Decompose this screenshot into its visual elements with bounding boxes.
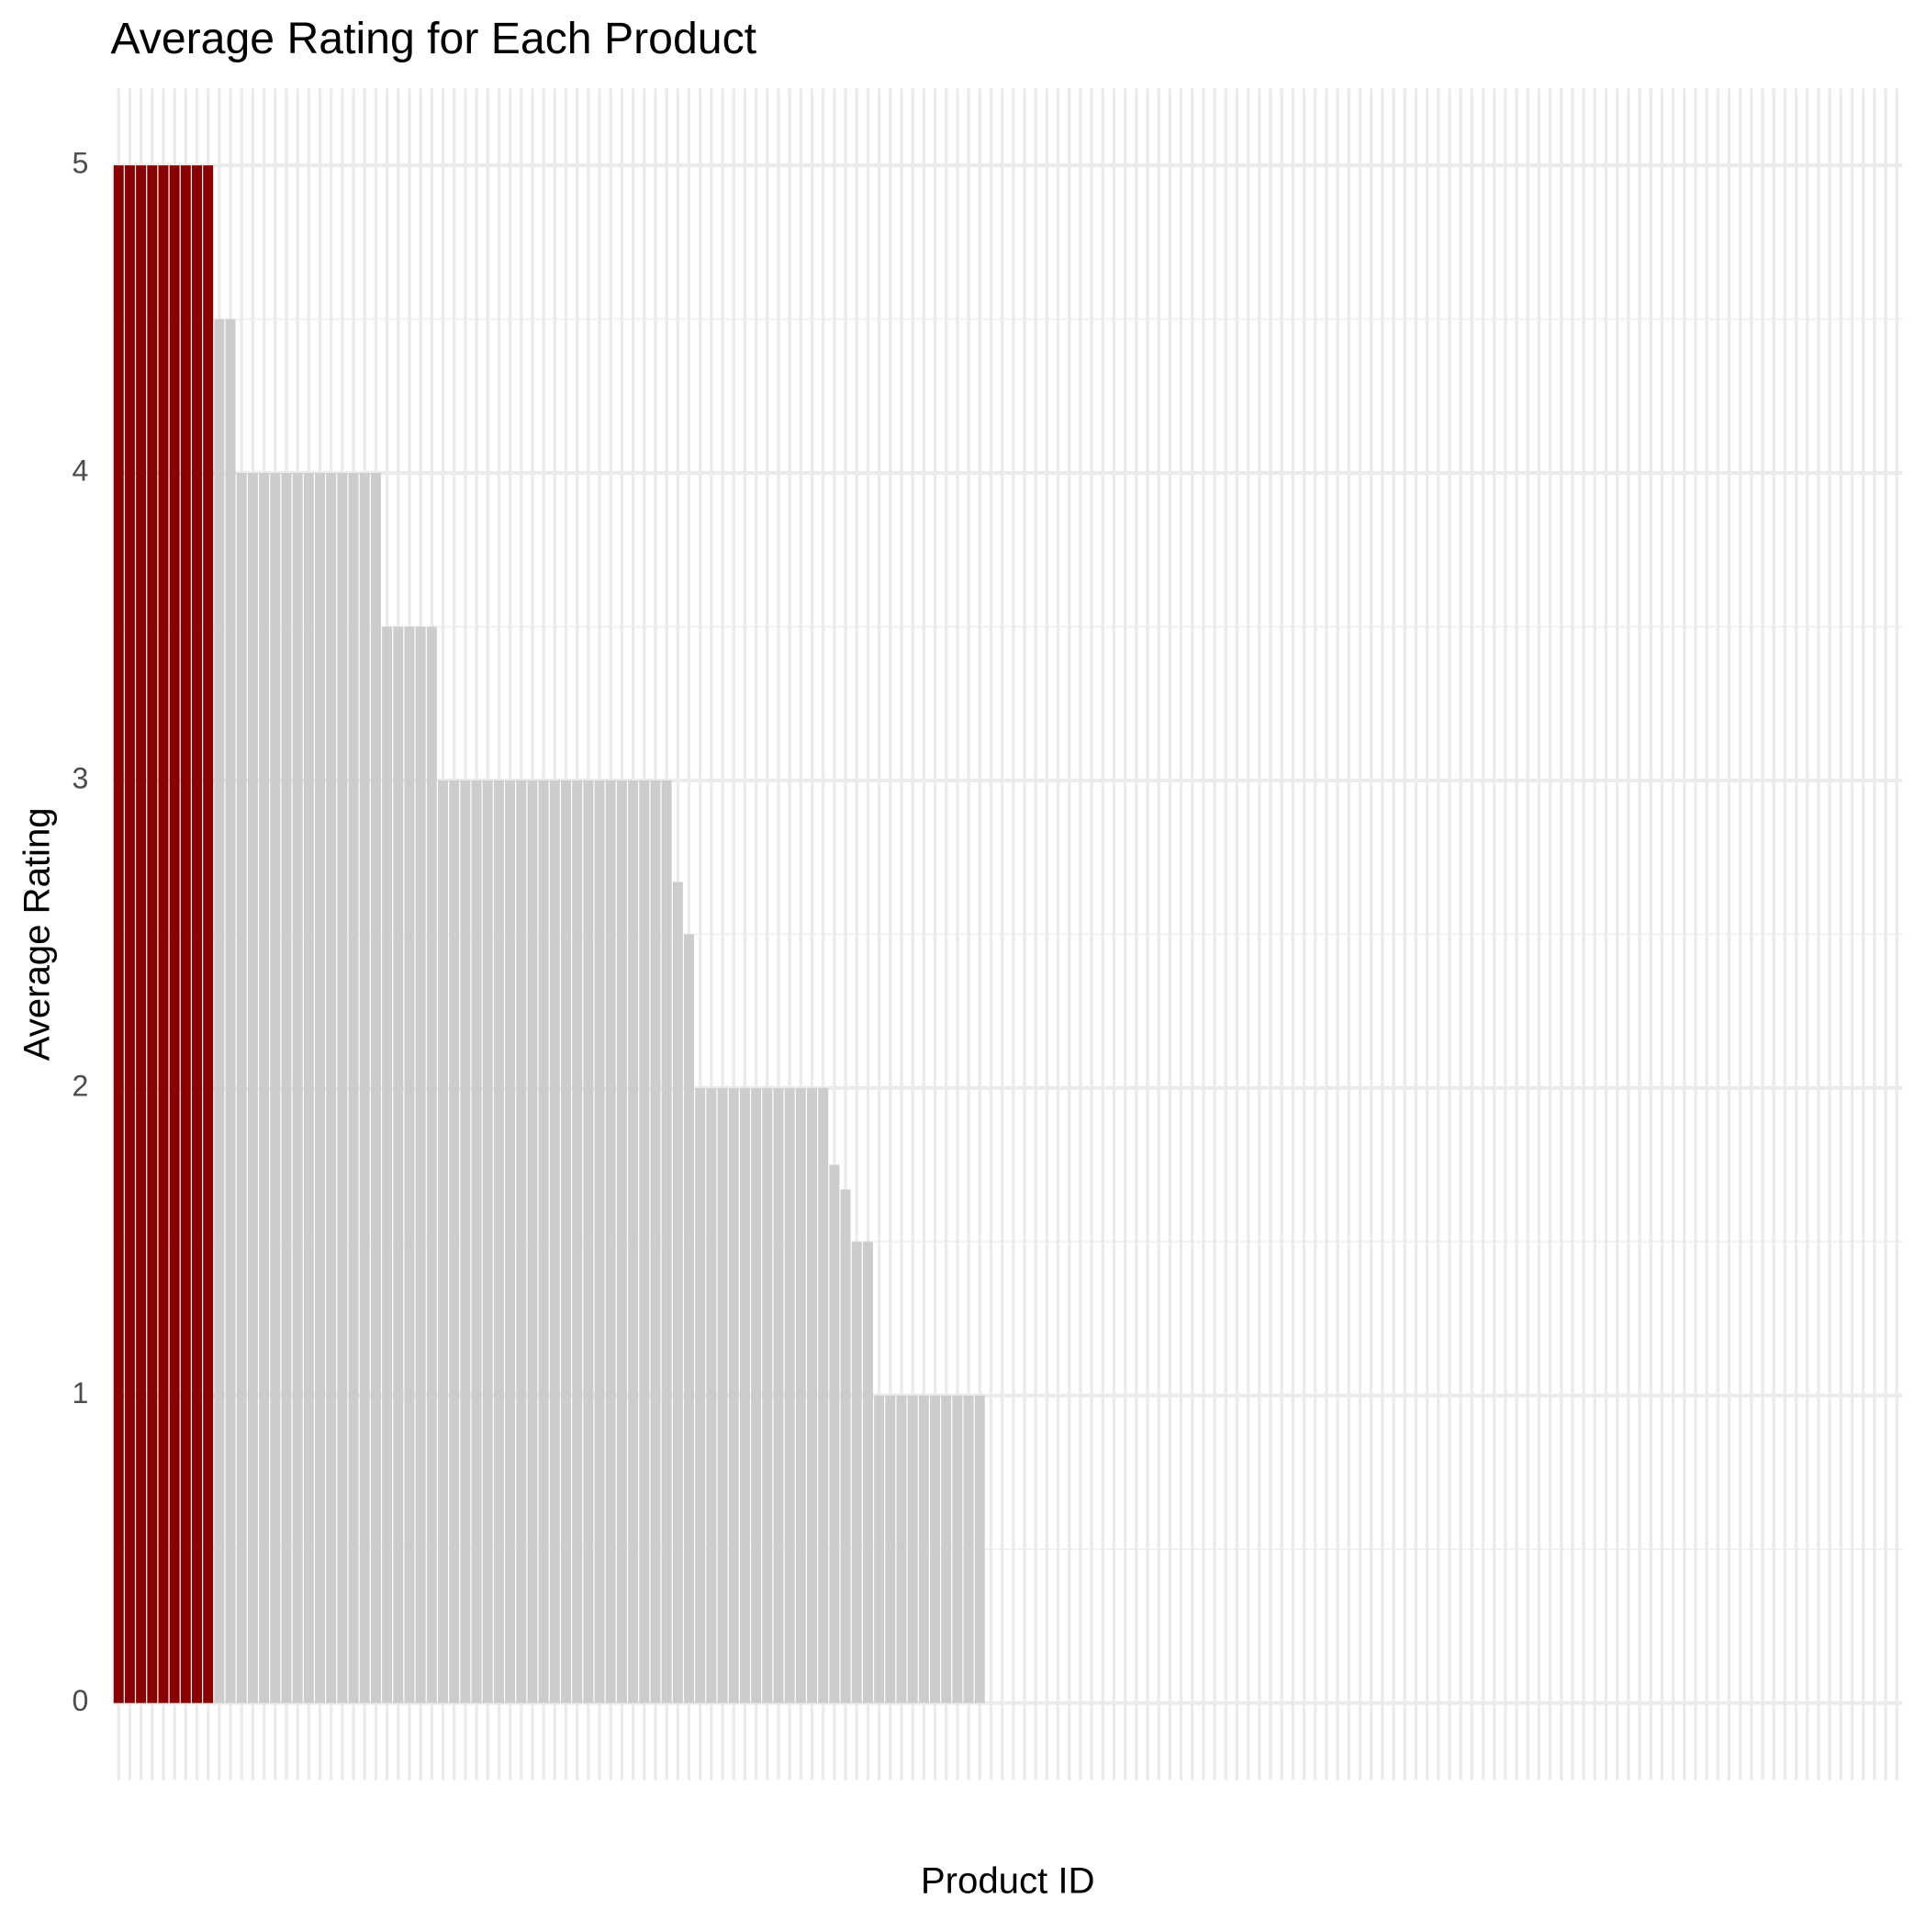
bar <box>739 1087 750 1703</box>
bar <box>851 1241 862 1703</box>
y-tick-label: 2 <box>73 1069 89 1102</box>
bar <box>236 473 247 1703</box>
bar <box>952 1395 963 1703</box>
bar <box>382 626 393 1703</box>
y-tick-label: 5 <box>73 147 89 180</box>
bar <box>315 473 325 1703</box>
bar <box>549 780 560 1703</box>
bar <box>527 780 538 1703</box>
bar <box>874 1395 885 1703</box>
bar <box>538 780 549 1703</box>
bar <box>896 1395 907 1703</box>
bar <box>706 1087 717 1703</box>
y-tick-label: 4 <box>73 454 89 487</box>
bar <box>762 1087 773 1703</box>
bar <box>326 473 337 1703</box>
bar <box>147 165 158 1703</box>
bar <box>773 1087 784 1703</box>
bar <box>449 780 460 1703</box>
bar <box>818 1087 829 1703</box>
bar <box>918 1395 929 1703</box>
bar <box>505 780 516 1703</box>
bar <box>136 165 147 1703</box>
bar <box>225 319 236 1703</box>
x-axis-label: Product ID <box>921 1859 1095 1901</box>
bar <box>337 473 348 1703</box>
bar <box>561 780 571 1703</box>
bar <box>963 1395 974 1703</box>
bar <box>728 1087 739 1703</box>
bar <box>471 780 482 1703</box>
bar <box>180 165 191 1703</box>
bar <box>192 165 203 1703</box>
bar <box>684 934 694 1703</box>
bar <box>203 165 214 1703</box>
bar <box>650 780 661 1703</box>
y-axis-label: Average Rating <box>16 807 57 1061</box>
bar <box>751 1087 762 1703</box>
bar <box>605 780 616 1703</box>
bar <box>784 1087 795 1703</box>
bar <box>460 780 471 1703</box>
bar <box>829 1164 840 1703</box>
bar <box>583 780 594 1703</box>
bar <box>438 780 448 1703</box>
bar <box>616 780 627 1703</box>
bar <box>404 626 415 1703</box>
chart-title: Average Rating for Each Product <box>110 14 756 63</box>
bar <box>281 473 292 1703</box>
y-tick-label: 1 <box>73 1376 89 1410</box>
bar <box>393 626 404 1703</box>
bar <box>370 473 381 1703</box>
bar <box>259 473 270 1703</box>
bar <box>907 1395 918 1703</box>
bar <box>359 473 370 1703</box>
bar <box>169 165 180 1703</box>
bar <box>348 473 359 1703</box>
bar <box>628 780 639 1703</box>
bar <box>672 882 683 1703</box>
bar <box>807 1087 817 1703</box>
bar <box>270 473 281 1703</box>
bar <box>482 780 493 1703</box>
bar <box>247 473 258 1703</box>
bar <box>639 780 650 1703</box>
bar <box>941 1395 952 1703</box>
bar <box>292 473 303 1703</box>
bar <box>594 780 605 1703</box>
bar <box>572 780 583 1703</box>
bar <box>885 1395 896 1703</box>
y-tick-label: 0 <box>73 1684 89 1717</box>
bar <box>695 1087 706 1703</box>
bar <box>426 626 437 1703</box>
bar <box>840 1189 851 1703</box>
bar <box>862 1241 873 1703</box>
bar <box>214 319 225 1703</box>
bar <box>974 1395 985 1703</box>
bar <box>661 780 672 1703</box>
bar <box>493 780 504 1703</box>
bar <box>717 1087 728 1703</box>
bar <box>930 1395 940 1703</box>
bar <box>516 780 527 1703</box>
bar <box>303 473 314 1703</box>
bar <box>415 626 426 1703</box>
bar <box>124 165 135 1703</box>
bar <box>158 165 169 1703</box>
bar <box>795 1087 806 1703</box>
y-tick-label: 3 <box>73 761 89 794</box>
bar <box>113 165 124 1703</box>
